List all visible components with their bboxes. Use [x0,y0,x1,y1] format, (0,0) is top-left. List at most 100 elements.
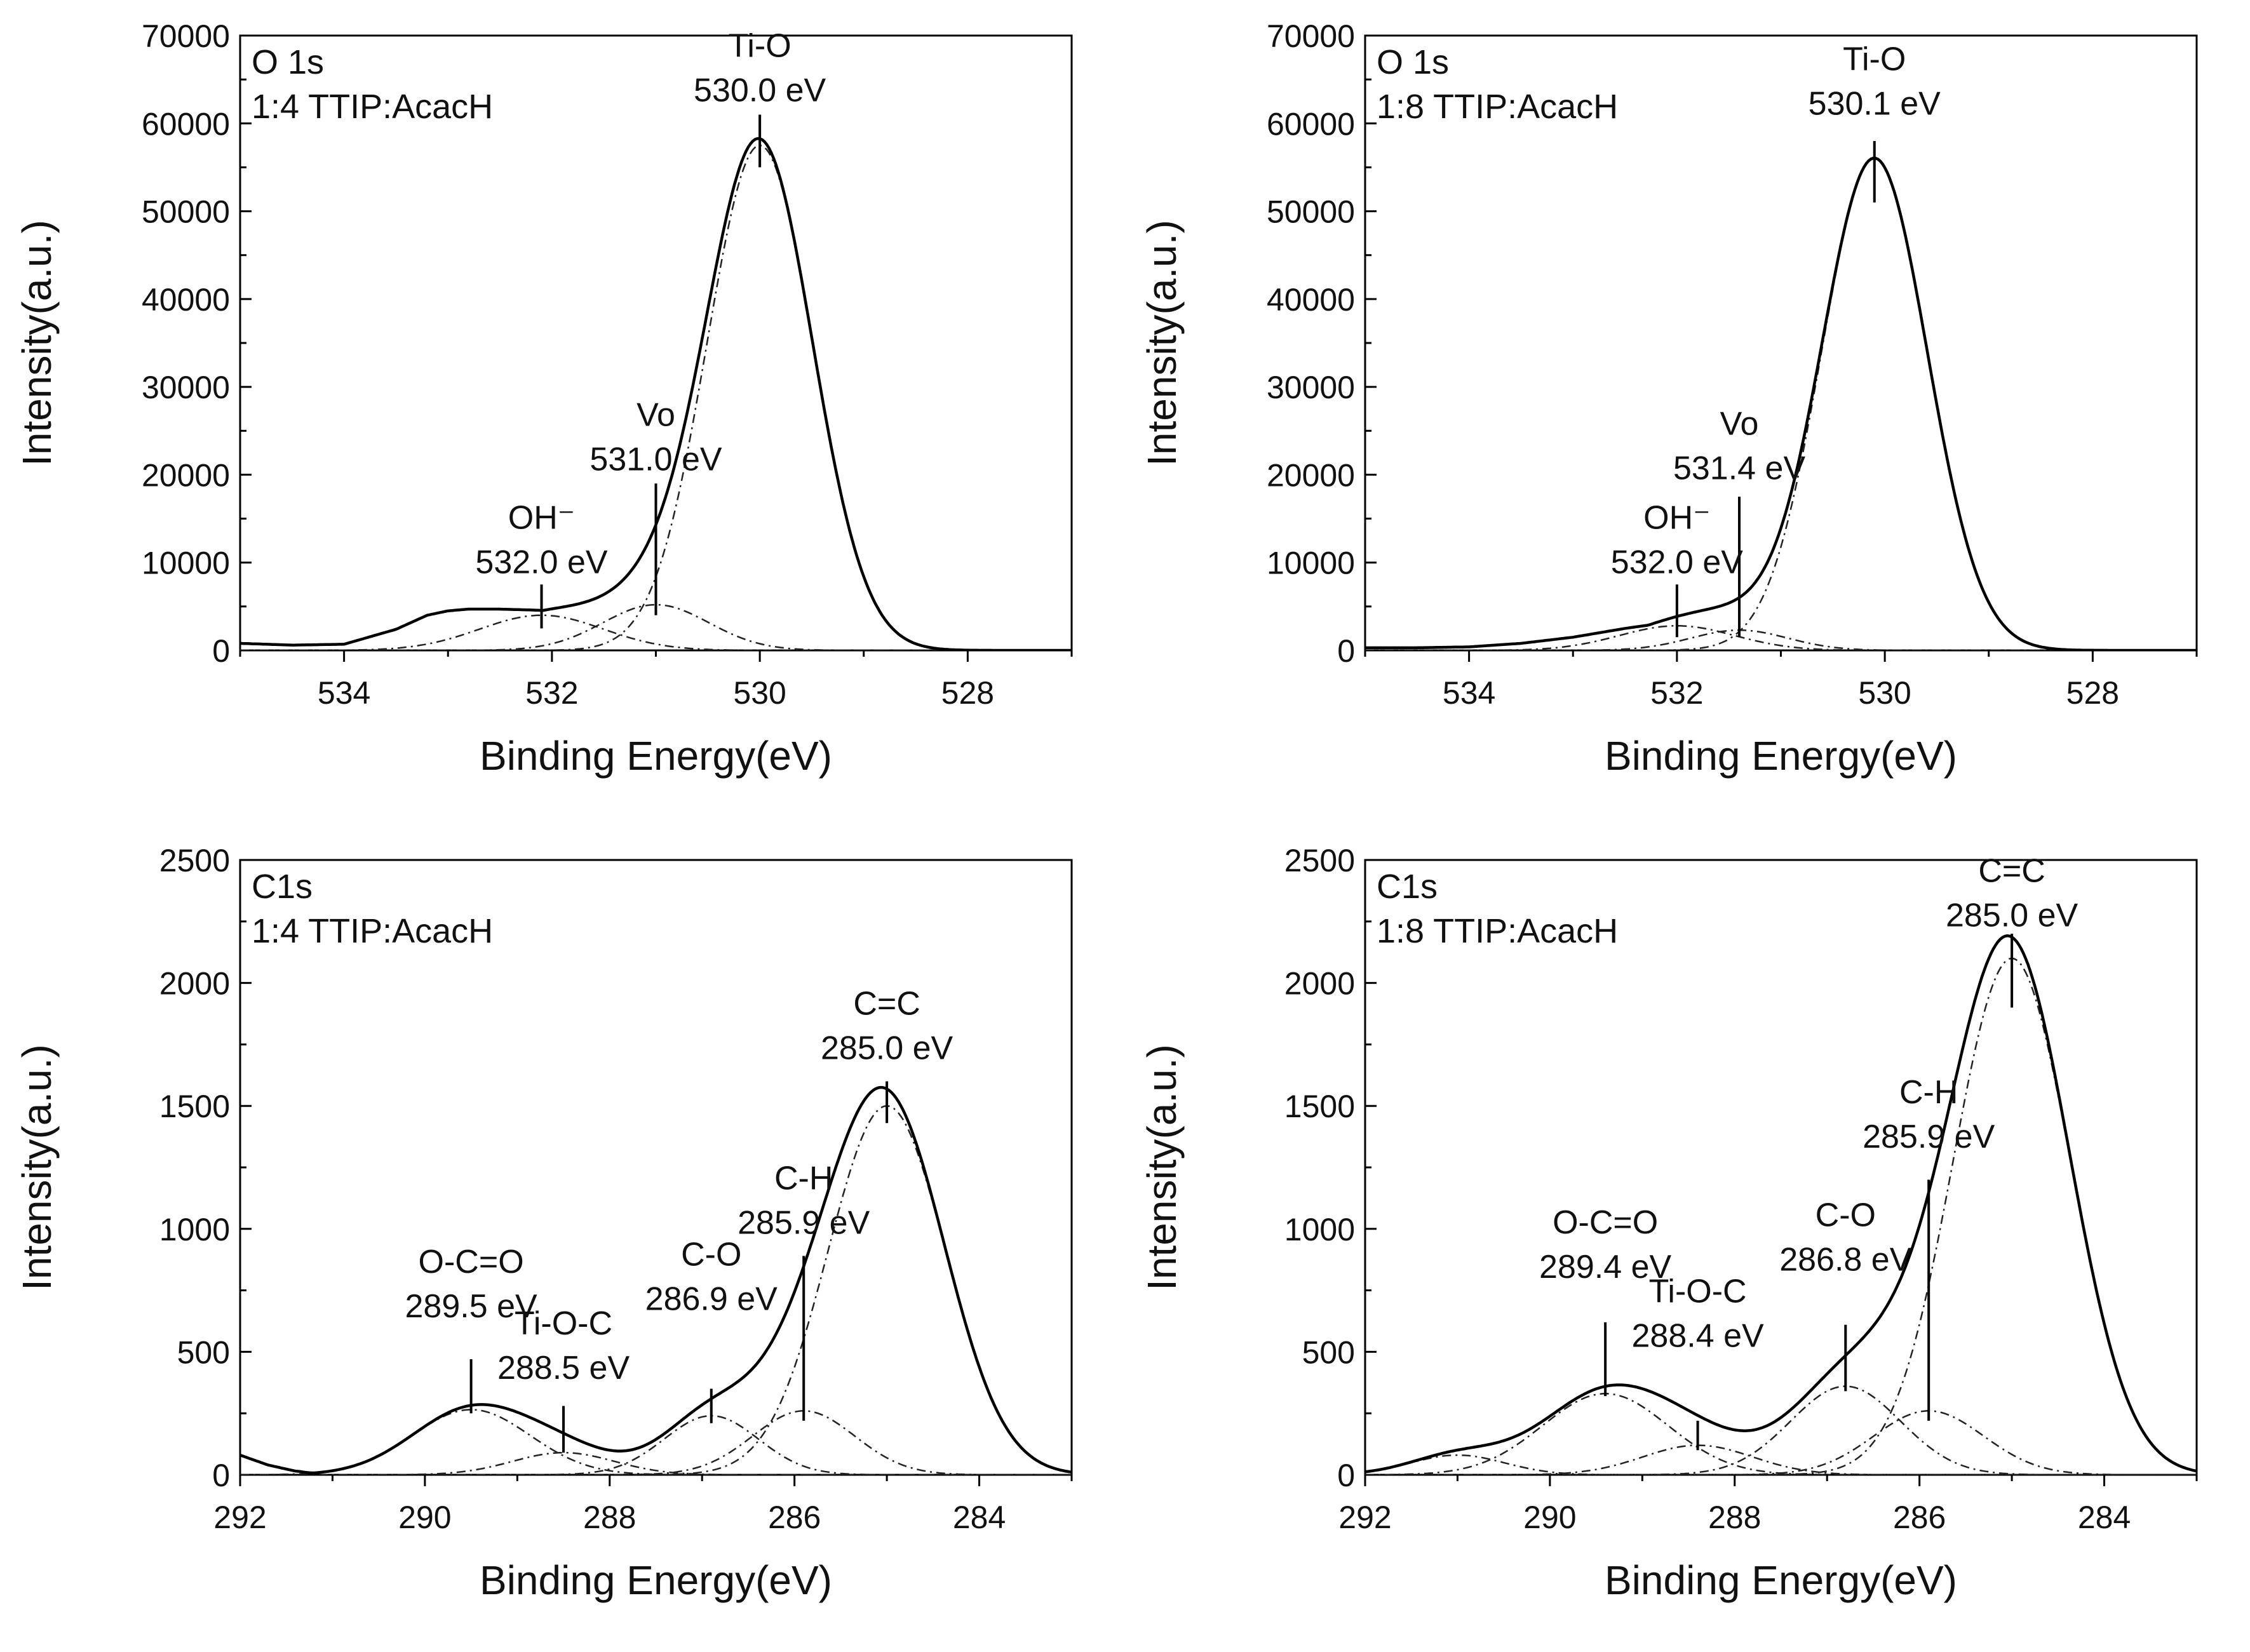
component-curve-oh- [1365,625,2197,650]
x-tick-label: 530 [1858,675,1911,711]
component-curve-vo [1365,629,2197,650]
x-axis-label: Binding Energy(eV) [480,733,832,779]
x-tick-label: 528 [941,675,994,711]
y-tick-label: 30000 [142,370,230,405]
y-tick-label: 0 [212,1458,230,1493]
y-tick-label: 0 [1337,633,1355,669]
y-tick-label: 40000 [142,282,230,318]
envelope-curve [1365,156,2197,650]
component-curve-oh- [240,614,1072,650]
y-tick-label: 40000 [1267,282,1355,318]
component-curve-c-o [1365,1385,2197,1475]
y-tick-label: 10000 [142,546,230,581]
peak-energy-oh: 532.0 eV [475,544,607,581]
x-tick-label: 532 [525,675,578,711]
panel-title: O 1s [252,43,324,81]
y-tick-label: 2000 [159,966,230,1002]
peak-label-vo: Vo [637,397,675,434]
y-tick-label: 20000 [1267,457,1355,493]
component-curve-ti-o-c [1365,1444,2197,1475]
x-tick-label: 534 [318,675,370,711]
peak-label-ti-o: Ti-O [729,28,792,65]
peak-label-c-c: C=C [1978,853,2045,890]
panel-c1s-18: 0 500 1000 1500 2000 2500 292 290 288 286 284 Bindi… [1125,824,2250,1649]
y-tick-label: 1000 [159,1212,230,1247]
peak-energy-ti-o: 530.0 eV [694,72,826,109]
peak-label-ti-o: Ti-O [1843,41,1906,77]
envelope-curve [240,1085,1072,1475]
peak-energy-c-h: 285.9 eV [738,1205,870,1242]
y-axis-label: Intensity(a.u.) [1139,220,1185,466]
x-tick-label: 292 [213,1500,266,1535]
x-tick-label: 290 [1523,1500,1576,1535]
panel-o1s-14: 0 10000 20000 30000 40000 50000 60000 70000 534 5… [0,0,1125,824]
component-curve-o-c-o [240,1409,1072,1475]
peak-energy-o-c-o: 289.4 eV [1539,1249,1671,1286]
y-tick-label: 30000 [1267,370,1355,405]
peak-energy-c-h: 285.9 eV [1863,1118,1995,1155]
y-tick-label: 0 [212,633,230,669]
x-tick-label: 284 [2078,1500,2131,1535]
peak-label-ti-o-c: Ti-O-C [1649,1273,1747,1310]
x-tick-label: 290 [398,1500,451,1535]
y-axis-label: Intensity(a.u.) [14,220,60,466]
panel-subtitle: 1:8 TTIP:AcacH [1377,912,1618,950]
y-tick-label: 2000 [1284,966,1355,1002]
x-tick-label: 532 [1650,675,1703,711]
x-tick-label: 534 [1443,675,1495,711]
y-axis-label: Intensity(a.u.) [1139,1044,1185,1291]
component-curve-ti-o-c [240,1451,1072,1475]
y-tick-label: 1500 [159,1089,230,1124]
peak-label-vo: Vo [1720,405,1759,442]
x-axis-label: Binding Energy(eV) [1605,733,1957,779]
panel-c1s-14: 0 500 1000 1500 2000 2500 292 290 288 286 284 Bindi… [0,824,1125,1649]
x-tick-label: 292 [1338,1500,1391,1535]
component-curve-c-o [240,1414,1072,1475]
y-tick-label: 1000 [1284,1212,1355,1247]
plot-frame [1364,34,2198,652]
y-tick-label: 50000 [142,194,230,230]
peak-label-o-c-o: O-C=O [419,1244,524,1280]
peak-label-c-h: C-H [1899,1074,1958,1111]
y-tick-label: 70000 [1267,18,1355,54]
peak-label-ti-o-c: Ti-O-C [515,1305,612,1342]
peak-label-o-c-o: O-C=O [1553,1204,1658,1241]
panel-subtitle: 1:4 TTIP:AcacH [252,88,493,126]
peak-energy-c-c: 285.0 eV [821,1030,953,1067]
peak-label-c-o: C-O [681,1237,741,1273]
y-axis-label: Intensity(a.u.) [14,1044,60,1291]
peak-label-oh: OH⁻ [1643,499,1710,536]
peak-energy-c-o: 286.8 eV [1779,1242,1911,1279]
x-axis-label: Binding Energy(eV) [480,1557,832,1603]
y-tick-label: 20000 [142,457,230,493]
panel-title: O 1s [1377,43,1449,81]
chart-o1s-14: 0 10000 20000 30000 40000 50000 60000 70000 534 5… [14,18,1073,779]
x-tick-label: 288 [583,1500,636,1535]
panel-subtitle: 1:8 TTIP:AcacH [1377,88,1618,126]
x-tick-label: 528 [2066,675,2119,711]
y-tick-label: 2500 [1284,843,1355,878]
peak-label-oh: OH⁻ [508,499,575,536]
component-curve-c-c [1365,957,2197,1475]
peak-label-c-o: C-O [1815,1197,1876,1234]
y-tick-label: 70000 [142,18,230,54]
y-tick-label: 500 [1302,1334,1355,1370]
plot-frame [239,859,1073,1476]
panel-title: C1s [1377,868,1438,906]
x-tick-label: 288 [1708,1500,1761,1535]
peak-energy-ti-o-c: 288.5 eV [497,1350,630,1387]
chart-c1s-14: 0 500 1000 1500 2000 2500 292 290 288 286 284 Bindi… [14,843,1073,1603]
x-tick-label: 286 [1893,1500,1946,1535]
envelope-curve [1365,934,2197,1474]
y-tick-label: 0 [1337,1458,1355,1493]
panel-subtitle: 1:4 TTIP:AcacH [252,912,493,950]
component-curve-c-h [240,1410,1072,1475]
peak-label-c-c: C=C [853,986,920,1023]
peak-energy-ti-o: 530.1 eV [1809,85,1941,122]
x-tick-label: 286 [768,1500,821,1535]
y-tick-label: 10000 [1267,546,1355,581]
component-curve-ti-o [1365,158,2197,650]
panel-title: C1s [252,868,313,906]
y-tick-label: 60000 [142,106,230,142]
